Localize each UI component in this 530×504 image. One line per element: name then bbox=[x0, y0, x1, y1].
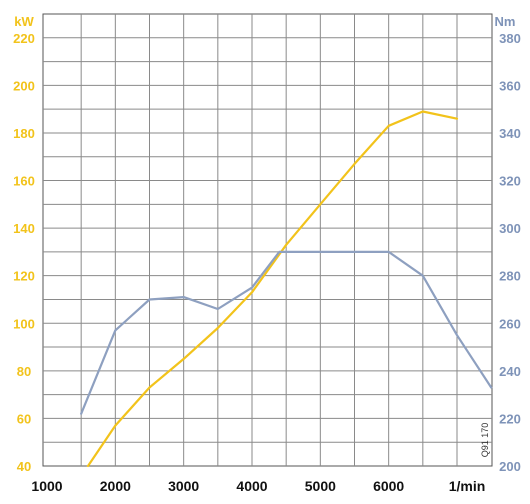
plot-area bbox=[42, 13, 493, 467]
right-axis-unit: Nm bbox=[495, 14, 516, 29]
left-tick-label: 60 bbox=[17, 411, 31, 426]
right-tick-label: 200 bbox=[499, 459, 521, 474]
right-tick-label: 380 bbox=[499, 31, 521, 46]
right-tick-label: 220 bbox=[499, 411, 521, 426]
torque-curve-line bbox=[80, 250, 493, 415]
right-tick-label: 240 bbox=[499, 364, 521, 379]
left-tick-label: 120 bbox=[13, 269, 35, 284]
right-tick-label: 320 bbox=[499, 174, 521, 189]
x-tick-label: 3000 bbox=[168, 478, 199, 494]
x-tick-label: 6000 bbox=[373, 478, 404, 494]
right-tick-label: 260 bbox=[499, 316, 521, 331]
series-layer bbox=[80, 110, 493, 468]
right-tick-label: 340 bbox=[499, 126, 521, 141]
grid-vertical bbox=[80, 14, 458, 466]
x-axis-labels: 1000 2000 3000 4000 5000 6000 1/min bbox=[31, 478, 485, 494]
left-tick-label: 180 bbox=[13, 126, 35, 141]
right-tick-label: 280 bbox=[499, 269, 521, 284]
left-tick-label: 160 bbox=[13, 174, 35, 189]
x-tick-label: 4000 bbox=[236, 478, 267, 494]
x-tick-label: 1000 bbox=[31, 478, 62, 494]
left-tick-label: 80 bbox=[17, 364, 31, 379]
x-tick-label: 2000 bbox=[100, 478, 131, 494]
figure-code: Q91 170 bbox=[480, 423, 490, 458]
left-tick-label: 220 bbox=[13, 31, 35, 46]
right-tick-label: 300 bbox=[499, 221, 521, 236]
x-tick-label: 5000 bbox=[305, 478, 336, 494]
right-axis-labels: 200 220 240 260 280 300 320 340 360 380 bbox=[499, 31, 521, 474]
right-tick-label: 360 bbox=[499, 78, 521, 93]
grid-horizontal bbox=[43, 37, 492, 443]
x-tick-label: 1/min bbox=[449, 478, 486, 494]
power-curve-line bbox=[86, 110, 459, 468]
left-tick-label: 40 bbox=[17, 459, 31, 474]
left-tick-label: 100 bbox=[13, 316, 35, 331]
left-tick-label: 200 bbox=[13, 78, 35, 93]
left-axis-labels: 40 60 80 100 120 140 160 180 200 220 bbox=[13, 31, 35, 474]
left-axis-unit: kW bbox=[14, 14, 34, 29]
left-tick-label: 140 bbox=[13, 221, 35, 236]
